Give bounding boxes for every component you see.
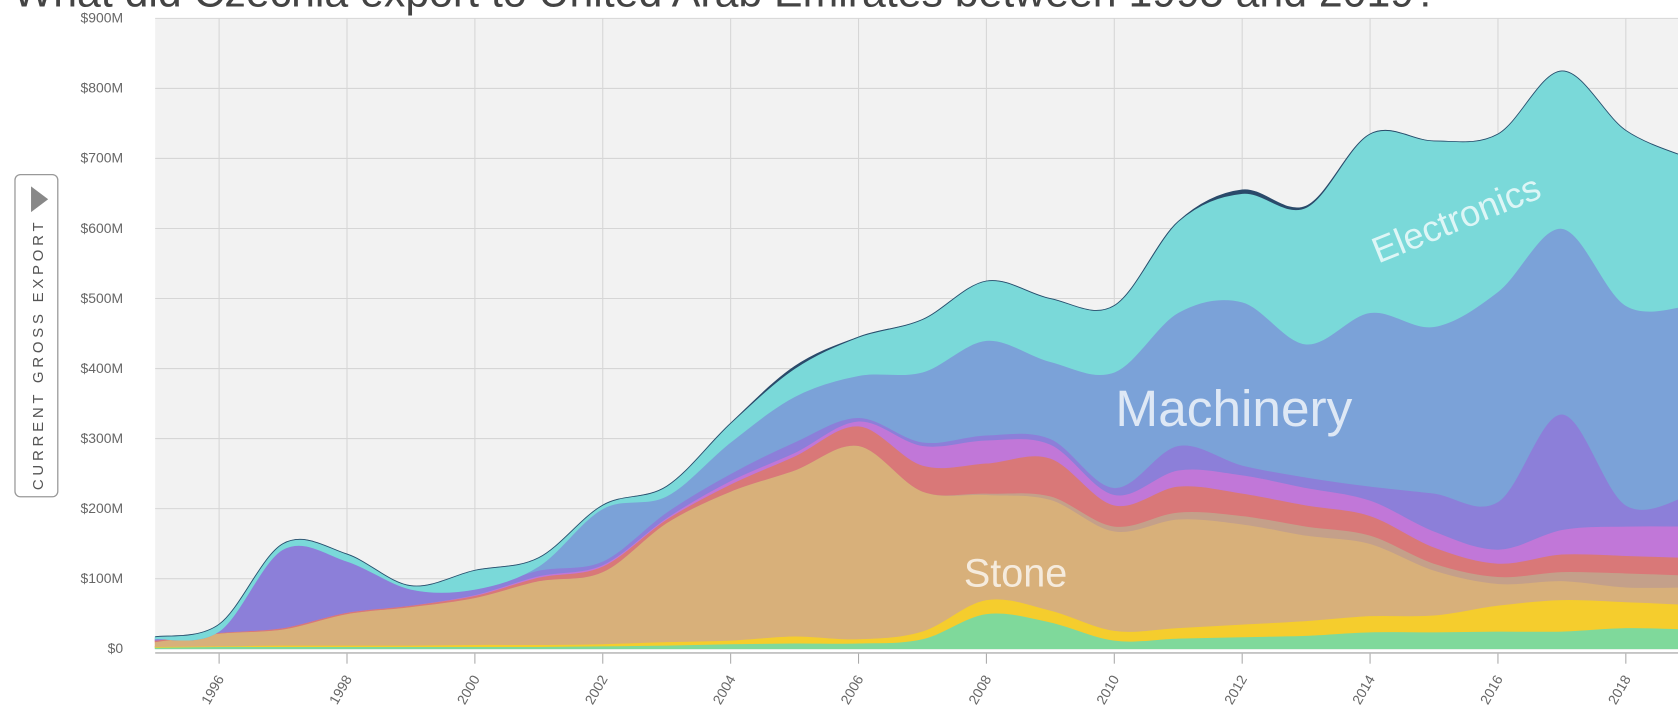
y-tick-label: $900M — [81, 10, 124, 26]
y-tick-label: $100M — [81, 570, 124, 586]
x-tick-label: 2012 — [1221, 672, 1250, 707]
y-tick-label: $200M — [81, 500, 124, 516]
x-tick-label: 2016 — [1477, 672, 1506, 707]
area — [155, 70, 1678, 638]
y-tick-label: $300M — [81, 430, 124, 446]
y-axis-label[interactable]: CURRENT GROSS EXPORT — [30, 219, 47, 490]
x-tick-label: 2000 — [454, 672, 483, 707]
x-tick-label: 2004 — [709, 672, 738, 707]
y-tick-label: $800M — [81, 80, 124, 96]
x-tick-label: 2006 — [837, 672, 866, 707]
x-tick-label: 2010 — [1093, 672, 1122, 707]
y-axis-button[interactable]: CURRENT GROSS EXPORT — [14, 173, 59, 498]
x-tick-label: 2008 — [965, 672, 994, 707]
y-axis-box[interactable] — [14, 173, 59, 498]
area-label: Stone — [964, 552, 1067, 596]
y-tick-label: $400M — [81, 360, 124, 376]
x-tick-label: 1998 — [326, 672, 355, 707]
areas — [154, 70, 1678, 650]
y-tick-label: $600M — [81, 220, 124, 236]
x-tick-label: 2002 — [581, 672, 610, 707]
y-tick-label: $700M — [81, 150, 124, 166]
chart-title: What did Czechia export to United Arab E… — [13, 0, 1438, 17]
y-tick-label: $0 — [108, 640, 124, 656]
x-tick-label: 2014 — [1349, 672, 1378, 707]
y-axis-arrow[interactable] — [31, 186, 49, 213]
area-label: Machinery — [1115, 380, 1352, 437]
x-tick-label: 1996 — [198, 672, 227, 707]
x-tick-label: 2018 — [1604, 672, 1633, 707]
y-tick-label: $500M — [81, 290, 124, 306]
